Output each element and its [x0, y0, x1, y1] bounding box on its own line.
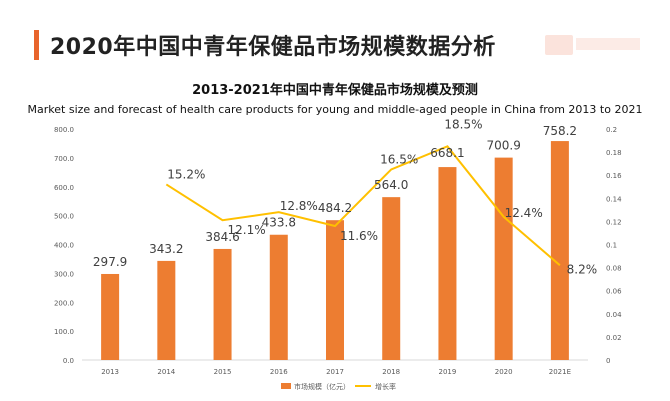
- x-tick-label: 2013: [101, 368, 119, 376]
- chart-subtitle: Market size and forecast of health care …: [27, 103, 643, 116]
- bar: [550, 141, 569, 360]
- y-left-tick-label: 200.0: [54, 299, 74, 307]
- bar: [269, 234, 288, 360]
- bar: [494, 157, 513, 360]
- bar: [438, 167, 457, 360]
- y-left-tick-label: 0.0: [63, 357, 74, 365]
- y-right-tick-label: 0.16: [606, 172, 622, 180]
- y-right-tick-label: 0: [606, 357, 610, 365]
- growth-rate-line: [165, 145, 561, 267]
- growth-rate-label: 12.8%: [280, 199, 318, 213]
- x-tick-label: 2020: [495, 368, 513, 376]
- legend-bar-swatch: [281, 383, 291, 389]
- y-right-tick-label: 0.02: [606, 334, 622, 342]
- growth-rate-label: 8.2%: [567, 262, 598, 276]
- watermark-logo-icon: [545, 35, 573, 55]
- bar-value-label: 700.9: [486, 139, 520, 153]
- x-tick-label: 2021E: [549, 368, 571, 376]
- bar: [326, 220, 344, 360]
- bar: [382, 197, 401, 360]
- y-left-tick-label: 300.0: [54, 270, 74, 278]
- y-left-tick-label: 500.0: [54, 213, 74, 221]
- x-tick-label: 2019: [439, 368, 457, 376]
- bar-value-label: 433.8: [262, 216, 296, 230]
- x-tick-label: 2015: [214, 368, 232, 376]
- page-headline: 2020年中国中青年保健品市场规模数据分析: [50, 35, 496, 60]
- y-left-tick-label: 100.0: [54, 328, 74, 336]
- growth-rate-label: 18.5%: [444, 117, 482, 131]
- y-right-tick-label: 0.14: [606, 195, 622, 203]
- bar-value-label: 484.2: [318, 201, 352, 215]
- y-left-tick-label: 600.0: [54, 184, 74, 192]
- growth-rate-label: 15.2%: [167, 167, 205, 181]
- x-tick-label: 2017: [326, 368, 344, 376]
- y-right-tick-label: 0.06: [606, 288, 622, 296]
- x-tick-label: 2016: [270, 368, 288, 376]
- x-tick-label: 2018: [382, 368, 400, 376]
- y-right-tick-label: 0.08: [606, 265, 622, 273]
- watermark-text: [576, 38, 640, 50]
- bar: [101, 273, 120, 360]
- x-tick-label: 2014: [157, 368, 175, 376]
- y-right-tick-label: 0.1: [606, 242, 617, 250]
- y-right-tick-label: 0.12: [606, 218, 622, 226]
- chart-title: 2013-2021年中国中青年保健品市场规模及预测: [192, 83, 478, 98]
- y-right-tick-label: 0.04: [606, 311, 622, 319]
- y-left-tick-label: 400.0: [54, 242, 74, 250]
- legend-bar-label: 市场规模（亿元）: [294, 382, 350, 391]
- y-right-tick-label: 0.18: [606, 149, 622, 157]
- legend-line-label: 增长率: [375, 382, 396, 391]
- growth-rate-label: 12.1%: [227, 223, 265, 237]
- bar: [157, 260, 176, 360]
- y-left-tick-label: 700.0: [54, 155, 74, 163]
- y-left-tick-label: 800.0: [54, 126, 74, 134]
- growth-rate-label: 16.5%: [380, 152, 418, 166]
- bar-value-label: 758.2: [543, 124, 577, 138]
- bar: [213, 248, 232, 360]
- bar-value-label: 564.0: [374, 178, 408, 192]
- bar-value-label: 343.2: [149, 242, 183, 256]
- growth-rate-label: 12.4%: [505, 206, 543, 220]
- headline-accent-bar: [34, 30, 39, 60]
- bar-value-label: 384.6: [205, 230, 239, 244]
- growth-rate-label: 11.6%: [340, 229, 378, 243]
- bar-value-label: 668.1: [430, 146, 464, 160]
- y-right-tick-label: 0.2: [606, 126, 617, 134]
- bar-value-label: 297.9: [93, 255, 127, 269]
